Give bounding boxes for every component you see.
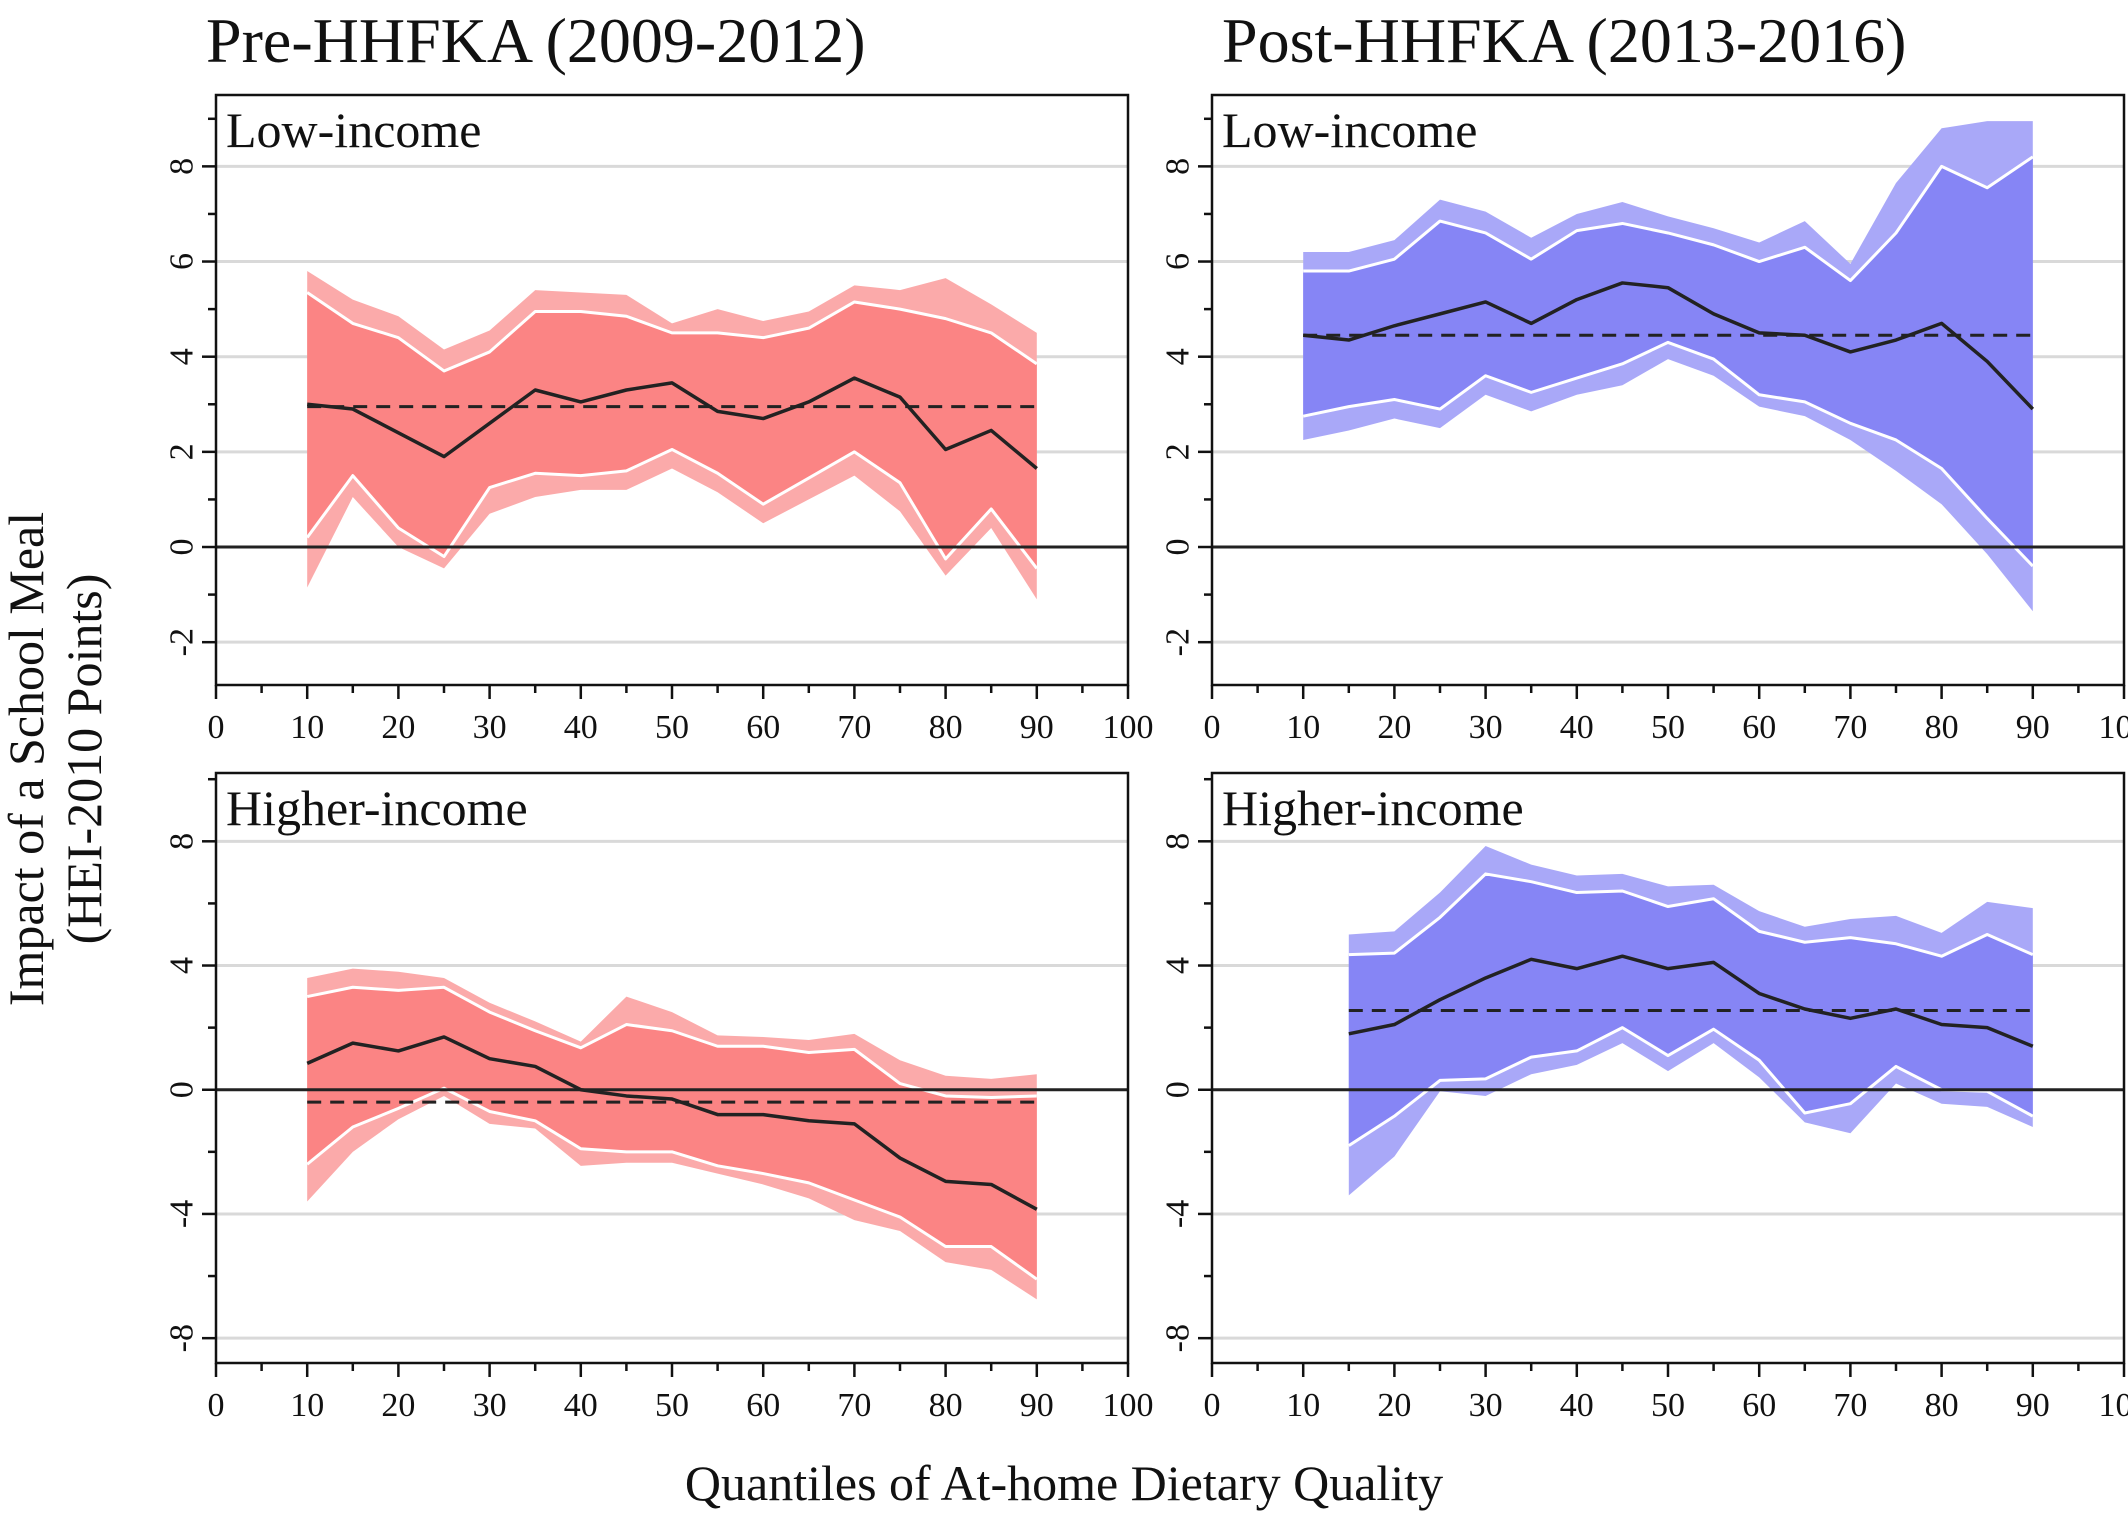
ci-upper-edge xyxy=(1348,872,2034,958)
ci-inner-band xyxy=(307,292,1037,569)
x-tick-label: 10 xyxy=(1286,709,1320,746)
ci-lower-edge xyxy=(1347,1026,2034,1147)
chart-panel-higher-income-post: -8-40480102030405060708090100Higher-inco… xyxy=(1160,771,2128,1424)
y-tick-label: 4 xyxy=(1160,348,1197,365)
y-tick-label: 4 xyxy=(1160,957,1197,974)
x-tick-label: 60 xyxy=(746,709,780,746)
x-tick-label: 40 xyxy=(564,1387,598,1424)
x-tick-label: 90 xyxy=(1020,1387,1054,1424)
x-tick-label: 30 xyxy=(1469,709,1503,746)
x-tick-label: 30 xyxy=(1469,1387,1503,1424)
x-tick-label: 70 xyxy=(837,709,871,746)
x-tick-label: 20 xyxy=(1377,709,1411,746)
x-tick-label: 50 xyxy=(1651,1387,1685,1424)
column-title-post: Post-HHFKA (2013-2016) xyxy=(1222,5,1907,76)
estimate-line xyxy=(307,376,1038,470)
x-tick-label: 0 xyxy=(1204,709,1221,746)
y-tick-label: -8 xyxy=(164,1324,201,1352)
x-tick-label: 80 xyxy=(929,1387,963,1424)
x-tick-label: 40 xyxy=(1560,709,1594,746)
x-tick-label: 20 xyxy=(381,709,415,746)
x-tick-label: 30 xyxy=(473,1387,507,1424)
x-tick-label: 20 xyxy=(381,1387,415,1424)
y-axis-label: Impact of a School Meal (HEI-2010 Points… xyxy=(0,0,112,1517)
x-tick-label: 50 xyxy=(655,709,689,746)
x-tick-label: 30 xyxy=(473,709,507,746)
x-tick-label: 80 xyxy=(929,709,963,746)
x-tick-label: 0 xyxy=(208,1387,225,1424)
panel-label: Low-income xyxy=(226,102,481,158)
x-tick-label: 100 xyxy=(1103,709,1154,746)
y-tick-label: -4 xyxy=(1160,1200,1197,1228)
x-tick-label: 80 xyxy=(1925,709,1959,746)
x-tick-label: 20 xyxy=(1377,1387,1411,1424)
panel-label: Higher-income xyxy=(1222,780,1524,836)
y-axis-label-line-1: Impact of a School Meal xyxy=(0,511,54,1006)
x-tick-label: 100 xyxy=(2099,1387,2128,1424)
y-tick-label: -4 xyxy=(164,1200,201,1228)
estimate-line xyxy=(1303,281,2035,411)
x-tick-label: 70 xyxy=(1833,709,1867,746)
y-tick-label: -2 xyxy=(1160,628,1197,656)
x-tick-label: 100 xyxy=(1103,1387,1154,1424)
panel-label: Low-income xyxy=(1222,102,1477,158)
ci-inner-band xyxy=(1348,873,2033,1146)
x-tick-label: 0 xyxy=(1204,1387,1221,1424)
estimate-line xyxy=(306,1035,1038,1211)
y-tick-label: 8 xyxy=(1160,833,1197,850)
x-tick-label: 80 xyxy=(1925,1387,1959,1424)
x-tick-label: 10 xyxy=(290,709,324,746)
x-tick-label: 90 xyxy=(2016,1387,2050,1424)
ci-lower-edge xyxy=(1302,340,2034,568)
x-tick-label: 60 xyxy=(746,1387,780,1424)
y-tick-label: 0 xyxy=(164,539,201,556)
estimate-line xyxy=(1348,954,2034,1048)
y-tick-label: 0 xyxy=(1160,1081,1197,1098)
y-tick-label: 8 xyxy=(164,158,201,175)
y-tick-label: 6 xyxy=(1160,253,1197,270)
ci-upper-edge xyxy=(1303,155,2034,283)
x-tick-label: 70 xyxy=(837,1387,871,1424)
y-tick-label: 8 xyxy=(1160,158,1197,175)
y-tick-label: 6 xyxy=(164,253,201,270)
x-tick-label: 0 xyxy=(208,709,225,746)
x-tick-label: 10 xyxy=(290,1387,324,1424)
y-tick-label: -2 xyxy=(164,628,201,656)
y-axis-label-line-2: (HEI-2010 Points) xyxy=(56,573,112,944)
ci-upper-edge xyxy=(306,291,1038,373)
column-title-pre: Pre-HHFKA (2009-2012) xyxy=(206,5,866,76)
x-tick-label: 50 xyxy=(655,1387,689,1424)
x-tick-label: 90 xyxy=(1020,709,1054,746)
x-tick-label: 60 xyxy=(1742,1387,1776,1424)
y-tick-label: 2 xyxy=(164,443,201,460)
y-tick-label: 8 xyxy=(164,833,201,850)
x-tick-label: 40 xyxy=(564,709,598,746)
x-tick-label: 60 xyxy=(1742,709,1776,746)
ci-inner-band xyxy=(1303,156,2033,567)
y-tick-label: 2 xyxy=(1160,443,1197,460)
x-tick-label: 50 xyxy=(1651,709,1685,746)
y-tick-label: 4 xyxy=(164,957,201,974)
x-tick-label: 40 xyxy=(1560,1387,1594,1424)
y-tick-label: 0 xyxy=(1160,539,1197,556)
x-axis-label: Quantiles of At-home Dietary Quality xyxy=(684,1455,1444,1511)
ci-lower-edge xyxy=(306,1086,1038,1281)
x-tick-label: 90 xyxy=(2016,709,2050,746)
ci-upper-edge xyxy=(306,985,1037,1099)
y-tick-label: -8 xyxy=(1160,1324,1197,1352)
x-tick-label: 100 xyxy=(2099,709,2128,746)
panel-label: Higher-income xyxy=(226,780,528,836)
y-tick-label: 4 xyxy=(164,348,201,365)
x-tick-label: 10 xyxy=(1286,1387,1320,1424)
y-tick-label: 0 xyxy=(164,1081,201,1098)
x-tick-label: 70 xyxy=(1833,1387,1867,1424)
